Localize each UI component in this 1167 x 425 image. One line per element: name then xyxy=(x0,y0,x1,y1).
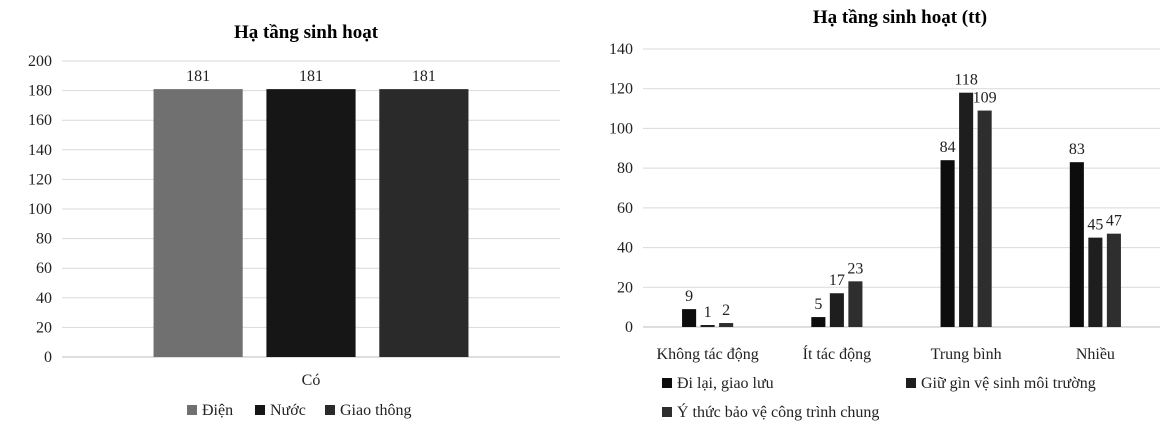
bar--i-l-i-giao-l-u-1 xyxy=(811,317,826,327)
y-tick-label: 40 xyxy=(36,290,52,307)
y-tick-label: 20 xyxy=(617,279,633,296)
bar-gi-g-n-v-sinh-m-i-tr-ng-2 xyxy=(959,92,974,327)
y-tick-label: 60 xyxy=(617,200,633,217)
bar--i-l-i-giao-l-u-3 xyxy=(1069,162,1084,327)
legend-swatch xyxy=(662,378,672,388)
x-category-label: Ít tác động xyxy=(803,344,871,363)
bar-chart-right: Hạ tầng sinh hoạt (tt) 0 20 40 60 80 100 120 140… xyxy=(609,7,1160,421)
data-label: 23 xyxy=(847,260,863,277)
bar--th-c-b-o-v-c-ng-tr-nh-chung-3 xyxy=(1106,233,1121,327)
data-label: 45 xyxy=(1087,217,1103,234)
chart-panel-right: Hạ tầng sinh hoạt (tt) 0 20 40 60 80 100 120 140… xyxy=(580,0,1167,425)
legend-label: Điện xyxy=(202,402,233,419)
y-tick-label: 80 xyxy=(36,231,52,248)
y-tick-label: 180 xyxy=(28,83,52,100)
legend-swatch xyxy=(662,407,672,417)
y-tick-label: 120 xyxy=(609,81,633,98)
legend-label: Nước xyxy=(270,402,306,419)
bar--i-n-0 xyxy=(153,89,243,358)
x-category-label: Trung bình xyxy=(931,346,1002,363)
data-label: 5 xyxy=(814,296,822,313)
legend-label: Giao thông xyxy=(340,402,412,419)
bar-chart-left: Hạ tầng sinh hoạt 0 20 40 60 80 100 120 140 160 18… xyxy=(28,22,560,419)
x-category-label: Nhiều xyxy=(1076,346,1115,363)
y-tick-label: 20 xyxy=(36,319,52,336)
y-tick-label: 80 xyxy=(617,160,633,177)
y-tick-label: 140 xyxy=(609,41,633,58)
legend-label: Ý thức bảo vệ công trình chung xyxy=(677,402,879,421)
y-tick-label: 0 xyxy=(625,319,633,336)
data-label: 181 xyxy=(412,68,436,85)
legend-label: Đi lại, giao lưu xyxy=(677,375,774,392)
data-label: 109 xyxy=(973,90,997,107)
y-tick-label: 0 xyxy=(44,349,52,366)
data-label: 17 xyxy=(829,272,845,289)
bar-gi-g-n-v-sinh-m-i-tr-ng-0 xyxy=(700,325,715,327)
legend-swatch xyxy=(187,405,197,415)
bar--th-c-b-o-v-c-ng-tr-nh-chung-1 xyxy=(848,281,863,327)
bar--th-c-b-o-v-c-ng-tr-nh-chung-0 xyxy=(719,323,734,327)
chart-title: Hạ tầng sinh hoạt xyxy=(234,22,379,43)
chart-panel-left: Hạ tầng sinh hoạt 0 20 40 60 80 100 120 140 160 18… xyxy=(0,0,580,425)
data-label: 181 xyxy=(299,68,323,85)
data-label: 84 xyxy=(940,139,956,156)
data-label: 1 xyxy=(704,304,712,321)
x-category-label: Có xyxy=(302,372,321,389)
bar-giao-th-ng-0 xyxy=(379,89,469,358)
y-tick-label: 200 xyxy=(28,53,52,70)
legend-swatch xyxy=(906,378,916,388)
data-label: 83 xyxy=(1069,141,1085,158)
y-tick-label: 40 xyxy=(617,240,633,257)
x-category-label: Không tác động xyxy=(657,346,759,363)
bar-n-c-0 xyxy=(266,89,356,358)
legend-label: Giữ gìn vệ sinh môi trường xyxy=(921,375,1096,392)
data-label: 47 xyxy=(1106,213,1122,230)
y-tick-label: 100 xyxy=(609,120,633,137)
bar-gi-g-n-v-sinh-m-i-tr-ng-1 xyxy=(829,293,844,327)
chart-title: Hạ tầng sinh hoạt (tt) xyxy=(813,7,987,28)
bar--i-l-i-giao-l-u-2 xyxy=(940,160,955,327)
data-label: 2 xyxy=(722,302,730,319)
y-tick-label: 160 xyxy=(28,112,52,129)
data-label: 9 xyxy=(685,288,693,305)
bar--i-l-i-giao-l-u-0 xyxy=(682,309,697,327)
y-tick-label: 60 xyxy=(36,260,52,277)
data-label: 118 xyxy=(954,72,977,89)
y-tick-label: 140 xyxy=(28,142,52,159)
legend-swatch xyxy=(325,405,335,415)
y-tick-label: 120 xyxy=(28,171,52,188)
bar--th-c-b-o-v-c-ng-tr-nh-chung-2 xyxy=(977,110,992,327)
bar-gi-g-n-v-sinh-m-i-tr-ng-3 xyxy=(1088,237,1103,327)
data-label: 181 xyxy=(186,68,210,85)
y-tick-label: 100 xyxy=(28,201,52,218)
legend-swatch xyxy=(255,405,265,415)
